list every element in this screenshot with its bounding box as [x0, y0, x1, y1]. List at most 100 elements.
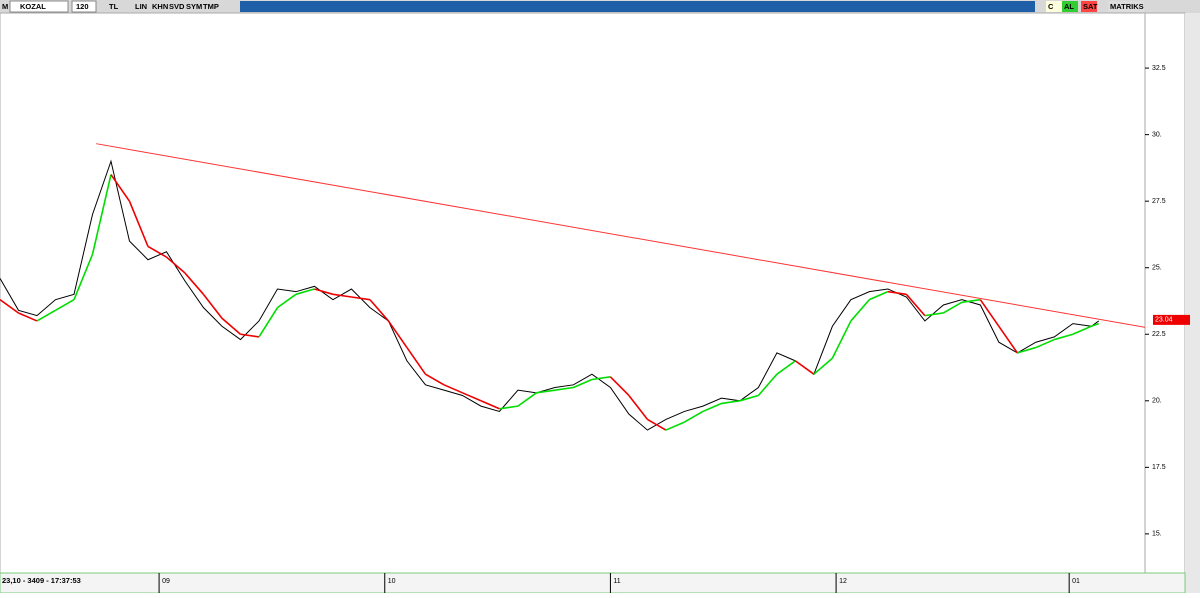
moving-average: [609, 376, 630, 397]
symbol[interactable]: KOZAL: [20, 2, 46, 11]
moving-average: [406, 347, 427, 375]
moving-average: [684, 410, 704, 423]
moving-average: [776, 360, 796, 375]
last-price-box: [1153, 314, 1190, 325]
moving-average: [443, 384, 463, 394]
moving-average: [0, 299, 19, 314]
y-tick-label: 27.5: [1152, 198, 1166, 205]
toolbar-button[interactable]: LIN: [135, 2, 147, 11]
moving-average: [55, 298, 75, 311]
moving-average: [332, 293, 352, 298]
toolbar-button[interactable]: MATRIKS: [1110, 2, 1144, 11]
moving-average: [128, 200, 149, 247]
period-box[interactable]: [71, 0, 97, 13]
moving-average: [36, 309, 56, 322]
y-tick-label: 22.5: [1152, 331, 1166, 338]
toolbar-button-box: [1081, 1, 1097, 12]
moving-average: [628, 394, 649, 420]
moving-average: [850, 299, 870, 322]
moving-average: [425, 373, 445, 386]
plot-area: [0, 12, 1146, 574]
moving-average: [1035, 338, 1055, 349]
period[interactable]: 120: [76, 2, 89, 11]
moving-average: [295, 288, 315, 296]
moving-average: [831, 320, 852, 359]
moving-average: [1091, 322, 1100, 328]
moving-average: [351, 296, 371, 301]
price-line: [0, 159, 1100, 431]
moving-average: [91, 174, 112, 255]
y-tick-label: 17.5: [1152, 464, 1166, 471]
moving-average: [1054, 333, 1074, 341]
moving-average: [665, 421, 685, 431]
moving-average: [591, 376, 611, 381]
moving-average: [554, 386, 574, 391]
moving-average: [794, 360, 815, 375]
x-tick-label: 01: [1072, 578, 1080, 585]
moving-average: [573, 378, 593, 389]
moving-average: [202, 293, 223, 319]
moving-average: [757, 373, 778, 396]
moving-average: [721, 400, 741, 405]
moving-average: [499, 405, 519, 410]
toolbar-bar: [240, 1, 1035, 12]
moving-average: [998, 325, 1019, 354]
moving-average: [369, 299, 390, 322]
moving-average: [813, 357, 833, 375]
toolbar-button-box: [1062, 1, 1078, 12]
moving-average: [387, 320, 408, 349]
toolbar-button[interactable]: SYM: [186, 2, 202, 11]
x-tick-label: 09: [162, 578, 170, 585]
menu[interactable]: M: [2, 2, 8, 11]
y-tick-label: 32.5: [1152, 65, 1166, 72]
y-tick-label: 15.: [1152, 531, 1162, 538]
y-tick-label: 25.: [1152, 265, 1162, 272]
moving-average: [869, 290, 889, 301]
toolbar-button[interactable]: TMP: [203, 2, 219, 11]
moving-average: [979, 299, 1000, 327]
currency[interactable]: TL: [109, 2, 119, 11]
moving-average: [536, 389, 556, 394]
moving-average: [73, 254, 94, 300]
moving-average: [276, 293, 297, 309]
moving-average: [240, 333, 260, 338]
toolbar-button[interactable]: AL: [1064, 2, 1074, 11]
y-tick-label: 20.: [1152, 398, 1162, 405]
moving-average: [924, 312, 944, 317]
y-axis-area: [1144, 12, 1186, 574]
moving-average: [480, 400, 500, 410]
moving-average: [647, 418, 667, 431]
toolbar-button-box: [1046, 1, 1062, 12]
status: 23,10 - 3409 - 17:37:53: [2, 576, 81, 585]
toolbar-button[interactable]: KHN: [152, 2, 168, 11]
toolbar-button-box: [1108, 1, 1144, 12]
toolbar-button[interactable]: SAT: [1083, 2, 1098, 11]
moving-average: [1017, 346, 1037, 354]
toolbar-button[interactable]: SVD: [169, 2, 185, 11]
moving-average: [18, 312, 38, 322]
moving-average: [942, 301, 963, 314]
moving-average: [739, 394, 759, 402]
toolbar-button[interactable]: C: [1048, 2, 1054, 11]
x-tick-label: 10: [388, 578, 396, 585]
moving-average: [165, 256, 186, 274]
y-tick-label: 30.: [1152, 131, 1162, 138]
last-price-label: 23.04: [1155, 317, 1173, 324]
moving-average: [221, 317, 241, 335]
moving-average: [462, 392, 482, 402]
moving-average: [184, 272, 205, 295]
x-tick-label: 11: [613, 578, 620, 585]
side-panel: [1185, 13, 1200, 593]
trendline: [96, 143, 1146, 328]
x-axis-area: [0, 572, 1186, 594]
moving-average: [961, 298, 981, 304]
symbol-box[interactable]: [9, 0, 69, 13]
moving-average: [905, 293, 926, 317]
moving-average: [517, 392, 537, 407]
moving-average: [887, 290, 907, 296]
moving-average: [314, 288, 334, 296]
x-tick-label: 12: [839, 578, 847, 585]
moving-average: [1072, 325, 1092, 335]
moving-average: [147, 245, 167, 258]
